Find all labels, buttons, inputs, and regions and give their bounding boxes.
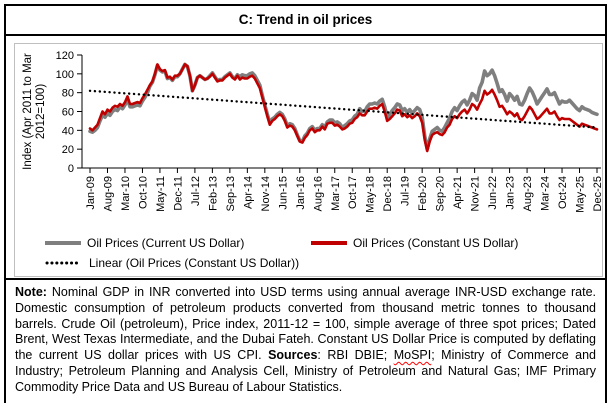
note-misspelled-word: MoSPI xyxy=(393,348,432,363)
svg-text:Sep-13: Sep-13 xyxy=(225,176,237,211)
oil-price-chart-svg: 0 20 40 60 80 100 120 Jan-09 Aug-09 Mar-10 Oct-10 M… xyxy=(22,50,601,213)
svg-text:Sep-20: Sep-20 xyxy=(435,176,447,211)
note-segment: ; Ministry of Commerce and Industry; Pet… xyxy=(15,348,596,394)
svg-text:Mar-24: Mar-24 xyxy=(540,176,552,211)
svg-text:80: 80 xyxy=(62,88,74,100)
svg-text:Jan-16: Jan-16 xyxy=(295,176,307,210)
legend-label-linear: Linear (Oil Prices (Constant US Dollar)) xyxy=(89,256,300,270)
note-segment: Nominal GDP in INR converted into USD te… xyxy=(15,285,596,363)
svg-text:Oct-17: Oct-17 xyxy=(347,176,359,209)
svg-text:100: 100 xyxy=(56,69,74,81)
svg-text:Jul-19: Jul-19 xyxy=(400,176,412,206)
svg-text:Jun-22: Jun-22 xyxy=(487,176,499,210)
note-text: Note: Nominal GDP in INR converted into … xyxy=(15,285,596,396)
figure-border: C: Trend in oil prices 0 20 40 60 80 100 120 Ja… xyxy=(4,4,607,403)
note-bold-label: Note: xyxy=(15,285,47,299)
svg-text:Jan-23: Jan-23 xyxy=(505,176,517,210)
svg-text:Apr-21: Apr-21 xyxy=(452,176,464,209)
svg-text:Aug-23: Aug-23 xyxy=(522,176,534,211)
svg-text:Dec-11: Dec-11 xyxy=(172,176,184,211)
svg-text:120: 120 xyxy=(56,50,74,62)
legend-marker-current-line-icon xyxy=(45,241,81,245)
legend-item-linear: Linear (Oil Prices (Constant US Dollar)) xyxy=(45,256,299,270)
trend-linear-dotted-line xyxy=(88,89,599,129)
series-constant-usd-line xyxy=(88,63,599,153)
y-tick-labels: 0 20 40 60 80 100 120 xyxy=(56,50,74,175)
svg-text:Feb-13: Feb-13 xyxy=(207,176,219,211)
svg-text:Aug-09: Aug-09 xyxy=(102,176,114,211)
svg-text:Nov-21: Nov-21 xyxy=(470,176,482,211)
svg-text:Jul-12: Jul-12 xyxy=(190,176,202,206)
svg-text:Jan-09: Jan-09 xyxy=(85,176,97,210)
legend-label-constant: Oil Prices (Constant US Dollar) xyxy=(353,236,519,250)
svg-text:May-25: May-25 xyxy=(575,176,587,213)
svg-text:40: 40 xyxy=(62,125,74,137)
legend-marker-constant-line-icon xyxy=(311,241,347,245)
axes xyxy=(77,54,601,173)
svg-text:May-18: May-18 xyxy=(365,176,377,213)
svg-text:Aug-16: Aug-16 xyxy=(312,176,324,211)
x-tick-labels: Jan-09 Aug-09 Mar-10 Oct-10 May-11 Dec-11 Jul-… xyxy=(85,176,601,213)
svg-text:0: 0 xyxy=(68,163,74,175)
svg-text:Oct-10: Oct-10 xyxy=(137,176,149,209)
note-section: Note: Nominal GDP in INR converted into … xyxy=(6,278,605,403)
svg-text:Oct-24: Oct-24 xyxy=(557,176,569,209)
chart-area: 0 20 40 60 80 100 120 Jan-09 Aug-09 Mar-10 Oct-10 M… xyxy=(14,43,603,277)
svg-text:May-11: May-11 xyxy=(155,176,167,212)
svg-text:Dec-25: Dec-25 xyxy=(592,176,601,211)
legend-item-current: Oil Prices (Current US Dollar) xyxy=(45,236,244,250)
svg-text:Nov-14: Nov-14 xyxy=(260,176,272,211)
svg-text:Mar-17: Mar-17 xyxy=(330,176,342,211)
svg-text:Mar-10: Mar-10 xyxy=(120,176,132,211)
chart-title: C: Trend in oil prices xyxy=(6,6,605,36)
svg-text:Feb-20: Feb-20 xyxy=(417,176,429,211)
note-segment: : RBI DBIE; xyxy=(317,348,394,363)
legend-label-current: Oil Prices (Current US Dollar) xyxy=(87,236,245,250)
legend-item-constant: Oil Prices (Constant US Dollar) xyxy=(311,236,518,250)
svg-text:20: 20 xyxy=(62,144,74,156)
y-axis-title: Index (Apr 2011 to Mar2012=100) xyxy=(22,53,47,170)
svg-text:Apr-14: Apr-14 xyxy=(242,176,254,209)
svg-text:Jun-15: Jun-15 xyxy=(277,176,289,210)
note-bold-label: Sources xyxy=(268,348,318,363)
legend-marker-dotted-line-icon xyxy=(45,261,83,265)
svg-text:Dec-18: Dec-18 xyxy=(382,176,394,211)
svg-text:60: 60 xyxy=(62,107,74,119)
